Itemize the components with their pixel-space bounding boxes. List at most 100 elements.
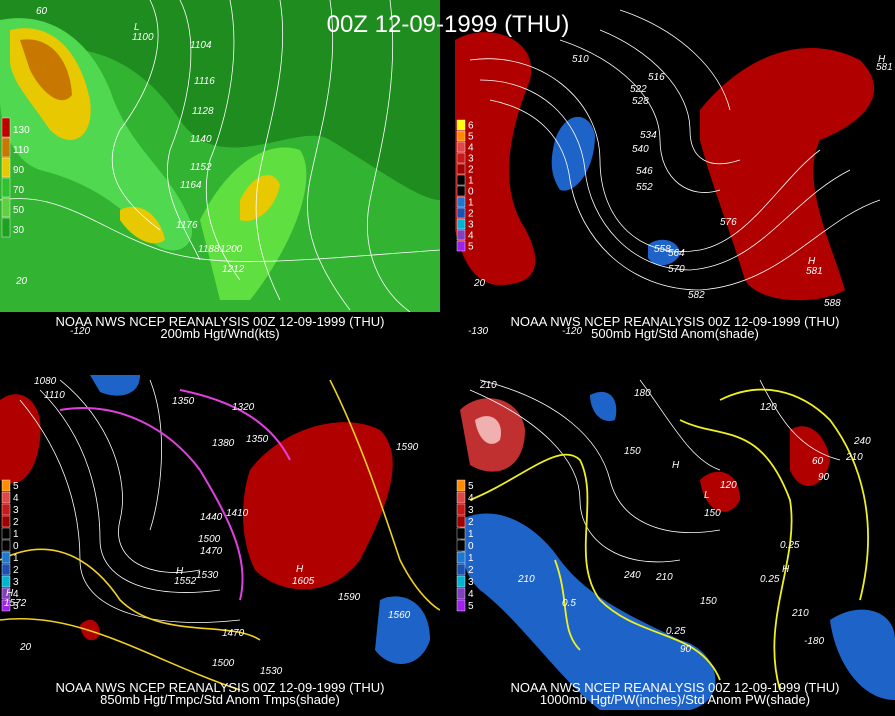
legend-label: 0: [468, 186, 474, 197]
map-label: 1552: [174, 576, 197, 587]
map-label: 150: [700, 596, 717, 607]
map-label: H: [808, 256, 816, 267]
map-label: 180: [634, 388, 651, 399]
anomaly-shade: [648, 239, 680, 266]
legend-label: 3: [468, 153, 474, 164]
map-label: 1590: [338, 592, 361, 603]
map-label: 90: [680, 644, 692, 655]
legend-swatch: [1, 157, 11, 178]
legend-swatch: [1, 479, 11, 492]
map-label: 150: [704, 508, 721, 519]
map-label: 540: [632, 144, 649, 155]
legend-swatch: [1, 587, 11, 600]
legend-swatch: [1, 217, 11, 238]
map-label: L: [704, 490, 710, 501]
legend-swatch: [456, 229, 466, 241]
legend-swatch: [456, 174, 466, 186]
caption-subtitle: 200mb Hgt/Wnd(kts): [160, 326, 279, 341]
panel-500mb: [455, 0, 895, 312]
legend-swatch: [1, 197, 11, 218]
map-label: 0.25: [666, 626, 686, 637]
legend-swatch: [1, 599, 11, 612]
map-label: 510: [572, 54, 589, 65]
map-label: 570: [668, 264, 685, 275]
height-contours: [469, 9, 881, 291]
legend-swatch: [1, 491, 11, 504]
legend-swatch: [456, 527, 466, 540]
wind-shade: [20, 39, 72, 101]
legend-swatch: [1, 527, 11, 540]
map-label: -180: [804, 636, 824, 647]
legend-swatch: [1, 563, 11, 576]
legend-label: 2: [468, 164, 474, 175]
map-label: 1200: [220, 244, 243, 255]
map-label: 240: [853, 436, 871, 447]
caption-subtitle: 850mb Hgt/Tmpc/Std Anom Tmps(shade): [100, 692, 340, 707]
legend-swatch: [1, 515, 11, 528]
anomaly-shade: [700, 48, 875, 301]
map-label: 534: [640, 130, 657, 141]
map-label: 60: [812, 456, 824, 467]
legend-label: 5: [468, 601, 474, 612]
map-title: 00Z 12-09-1999 (THU): [327, 11, 570, 38]
legend-label: 30: [13, 225, 25, 236]
legend-label: 4: [468, 230, 474, 241]
map-label: 20: [19, 642, 32, 653]
legend-swatch: [456, 491, 466, 504]
caption: NOAA NWS NCEP REANALYSIS 00Z 12-09-1999 …: [511, 680, 840, 695]
legend-label: 1: [468, 553, 474, 564]
legend-label: 130: [13, 125, 30, 136]
legend-swatch: [456, 587, 466, 600]
panel-850mb: [0, 375, 440, 716]
map-label: 1128: [192, 106, 214, 117]
map-label: 1350: [246, 434, 269, 445]
legend-swatch: [1, 137, 11, 158]
legend-label: 5: [468, 131, 474, 142]
legend-swatch: [1, 575, 11, 588]
map-label: 1152: [190, 162, 212, 173]
map-label: 120: [720, 480, 737, 491]
map-label: 1410: [226, 508, 249, 519]
map-label: 0.5: [562, 598, 576, 609]
legend-label: 4: [468, 142, 474, 153]
legend-swatch: [456, 503, 466, 516]
caption: NOAA NWS NCEP REANALYSIS 00Z 12-09-1999 …: [56, 314, 385, 329]
legend-label: 5: [468, 481, 474, 492]
legend-label: 3: [13, 577, 19, 588]
legend-swatch: [456, 196, 466, 208]
legend-label: 2: [13, 565, 19, 576]
legend-swatch: [456, 599, 466, 612]
map-label: 546: [636, 166, 653, 177]
map-label: 1572: [4, 598, 27, 609]
map-label: 1164: [180, 180, 202, 191]
legend-label: 1: [13, 553, 19, 564]
map-label: 0.25: [760, 574, 780, 585]
map-label: 1380: [212, 438, 235, 449]
map-label: 581: [876, 62, 893, 73]
map-label: 516: [648, 72, 665, 83]
legend-swatch: [456, 152, 466, 164]
caption: NOAA NWS NCEP REANALYSIS 00Z 12-09-1999 …: [511, 314, 840, 329]
map-label: 582: [688, 290, 705, 301]
anomaly-shade: [455, 32, 536, 286]
map-label: 1470: [200, 546, 223, 557]
legend-label: 3: [468, 505, 474, 516]
panel-1000mb: [455, 375, 895, 716]
legend-swatch: [456, 551, 466, 564]
legend-swatch: [456, 240, 466, 252]
anomaly-shade: [460, 513, 716, 710]
map-label: 552: [636, 182, 653, 193]
anomaly-shade: [90, 375, 140, 396]
map-label: 0.25: [780, 540, 800, 551]
legend-swatch: [456, 163, 466, 175]
map-label: 564: [668, 248, 685, 259]
map-label: 1140: [190, 134, 212, 145]
legend-label: 50: [13, 205, 25, 216]
map-label: -130: [468, 326, 488, 337]
legend-swatch: [456, 141, 466, 153]
legend-label: 6: [468, 120, 474, 131]
map-label: 1530: [260, 666, 283, 677]
legend-swatch: [1, 551, 11, 564]
legend-swatch: [1, 539, 11, 552]
map-label: 1500: [212, 658, 235, 669]
